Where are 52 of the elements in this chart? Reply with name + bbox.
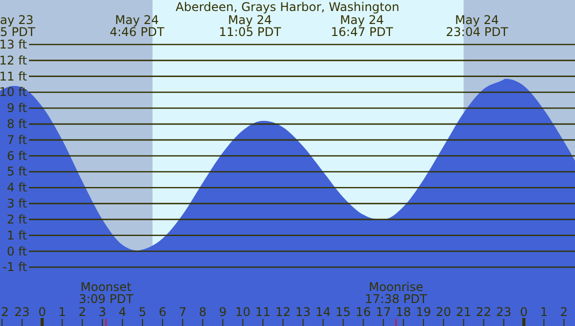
x-tick-label: 3	[98, 305, 106, 319]
x-tick-label: 23	[14, 305, 30, 319]
annotation: ay 23 5 PDT	[0, 13, 36, 39]
x-tick-label: 23	[496, 305, 512, 319]
x-tick-label: 7	[178, 305, 186, 319]
x-tick-label: 2	[1, 305, 9, 319]
y-tick-label: 11 ft	[0, 69, 28, 84]
x-tick-label: 2	[560, 305, 568, 319]
x-tick-label: 8	[198, 305, 207, 319]
x-tick-label: 20	[436, 305, 452, 319]
y-tick-label: 10 ft	[0, 85, 28, 100]
x-tick-label: 2	[78, 305, 86, 319]
y-tick-label: 4 ft	[6, 180, 28, 195]
y-tick-label: 1 ft	[6, 228, 28, 242]
x-tick-label: 9	[218, 305, 227, 319]
annotation: Moonset 3:09 PDT	[78, 280, 134, 306]
x-tick-label: 21	[456, 305, 472, 319]
x-tick-label: 11	[255, 305, 271, 319]
x-tick-label: 0	[520, 305, 528, 319]
x-tick-label: 10	[235, 305, 250, 319]
x-tick-label: 14	[315, 305, 331, 319]
y-tick-label: -1 ft	[2, 260, 28, 274]
annotation: May 24 16:47 PDT	[330, 13, 394, 39]
x-tick-label: 1	[540, 305, 548, 319]
x-tick-label: 16	[356, 305, 371, 319]
x-tick-label: 6	[158, 305, 166, 319]
chart-title: Aberdeen, Grays Harbor, Washington	[176, 0, 400, 14]
y-tick-label: 7 ft	[6, 132, 28, 147]
x-tick-label: 15	[336, 305, 351, 319]
y-tick-label: 12 ft	[0, 53, 28, 68]
x-tick-label: 22	[476, 305, 492, 319]
x-tick-label: 13	[295, 305, 311, 319]
x-tick-label: 0	[38, 305, 46, 319]
annotation: Moonrise 17:38 PDT	[364, 280, 428, 306]
y-tick-label: 5 ft	[6, 164, 28, 179]
y-tick-label: 3 ft	[6, 196, 28, 211]
x-tick-label: 4	[118, 305, 126, 319]
x-tick-label: 5	[138, 305, 146, 319]
annotation: May 24 11:05 PDT	[218, 13, 282, 39]
x-tick-label: 19	[416, 305, 432, 319]
annotation: May 24 23:04 PDT	[446, 13, 509, 39]
x-tick-label: 1	[58, 305, 66, 319]
y-tick-label: 2 ft	[6, 212, 28, 226]
y-tick-label: 13 ft	[0, 38, 28, 52]
y-tick-label: 9 ft	[6, 101, 28, 116]
y-tick-label: 0 ft	[6, 244, 28, 258]
x-tick-label: 12	[275, 305, 291, 319]
y-tick-label: 6 ft	[6, 148, 28, 163]
x-tick-label: 17	[376, 305, 391, 319]
x-tick-label: 18	[396, 305, 412, 319]
annotation: May 24 4:46 PDT	[110, 13, 165, 39]
y-tick-label: 8 ft	[6, 117, 28, 132]
